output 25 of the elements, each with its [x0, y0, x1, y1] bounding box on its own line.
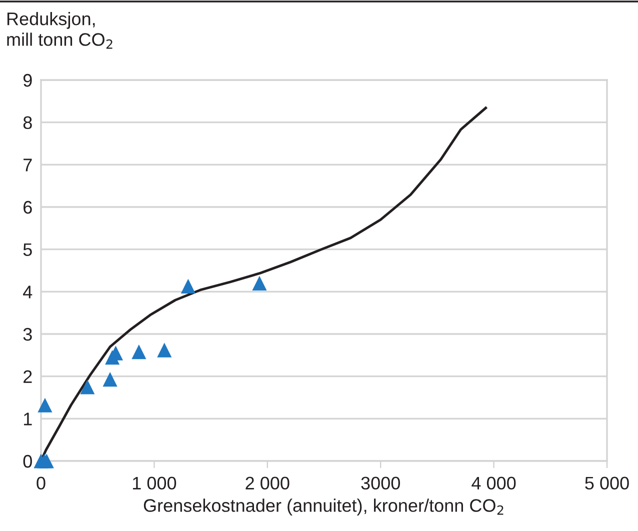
y-tick-label: 0 [23, 454, 32, 468]
y-tick-label: 1 [24, 412, 32, 426]
y-tick-label: 2 [24, 370, 32, 383]
y-tick-label: 4 [23, 286, 32, 298]
y-tick-label: 8 [23, 116, 32, 130]
y-tick-label: 7 [24, 158, 32, 172]
x-tick-label: 0 [36, 476, 46, 490]
x-tick-label: 1 000 [132, 476, 176, 490]
y-tick-label: 6 [24, 200, 32, 214]
y-tick-label: 3 [23, 328, 32, 341]
point [38, 398, 52, 412]
x-tick-label: 3000 [361, 476, 400, 490]
x-tick-label: 2 000 [246, 476, 290, 490]
point [157, 342, 172, 358]
x-tick-label: 4 000 [472, 476, 516, 490]
y-axis-title: Reduksjon, mill tonn CO$_{2}$ [7, 12, 112, 49]
point [252, 276, 267, 290]
point [132, 344, 146, 360]
x-axis-title: Grensekostnader (annuitet), kroner/tonn CO$_{2}$ [144, 498, 504, 516]
point [102, 372, 118, 387]
y-tick-label: 9 [23, 74, 32, 87]
point [180, 278, 196, 294]
x-tick-label: 5 000 [585, 476, 629, 490]
point [80, 380, 95, 394]
y-tick-label: 5 [23, 243, 32, 256]
